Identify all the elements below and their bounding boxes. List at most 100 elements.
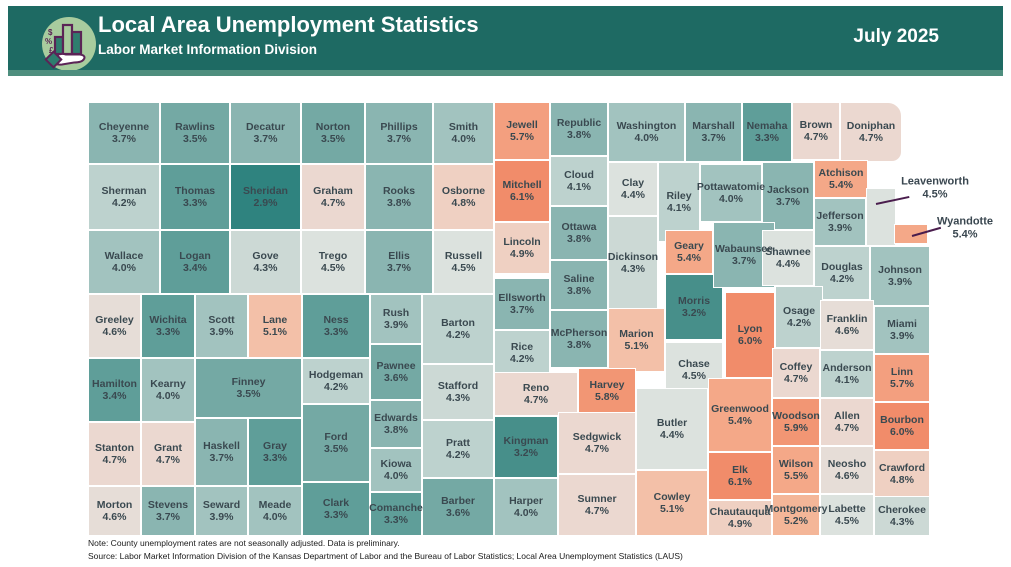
county-tile xyxy=(608,102,685,162)
county-tile xyxy=(230,164,301,230)
county-tile xyxy=(88,486,141,536)
header-bar: $ % £ xyxy=(8,6,1003,72)
county-tile xyxy=(433,230,494,294)
county-tile xyxy=(494,102,550,160)
county-tile xyxy=(302,404,370,482)
external-county-label: Leavenworth 4.5% xyxy=(901,176,969,201)
svg-text:%: % xyxy=(45,37,52,46)
county-tile xyxy=(88,358,141,422)
county-tile xyxy=(762,162,814,230)
county-tile xyxy=(725,292,775,378)
county-tile xyxy=(230,102,301,164)
labor-stats-logo-icon: $ % £ xyxy=(41,16,97,72)
county-tile xyxy=(772,494,820,536)
county-tile xyxy=(874,402,930,450)
county-tile xyxy=(874,354,930,402)
county-tile xyxy=(866,188,896,246)
source-text: Source: Labor Market Information Divisio… xyxy=(88,551,683,561)
county-tile xyxy=(365,102,433,164)
county-tile xyxy=(772,446,820,494)
county-tile xyxy=(874,306,930,354)
county-tile xyxy=(248,486,302,536)
county-tile xyxy=(792,102,840,160)
county-tile xyxy=(665,230,713,274)
county-tile xyxy=(708,378,772,452)
county-tile xyxy=(365,230,433,294)
county-tile xyxy=(814,160,868,198)
county-tile xyxy=(141,422,195,486)
county-tile xyxy=(302,358,370,404)
county-tile xyxy=(742,102,792,162)
county-tile xyxy=(772,398,820,446)
county-tile xyxy=(820,300,874,350)
county-tile xyxy=(141,358,195,422)
county-tile xyxy=(302,482,370,536)
note-text: Note: County unemployment rates are not … xyxy=(88,538,400,548)
county-tile xyxy=(494,160,550,222)
county-tile xyxy=(608,162,658,216)
county-tile xyxy=(775,286,823,348)
county-tile xyxy=(870,246,930,306)
county-tile xyxy=(494,222,550,274)
county-tile xyxy=(685,102,742,162)
county-tile xyxy=(422,420,494,478)
county-tile xyxy=(814,198,866,246)
county-tile xyxy=(700,164,762,222)
county-tile xyxy=(248,294,302,358)
county-tile xyxy=(814,246,870,300)
county-tile xyxy=(433,164,494,230)
county-tile xyxy=(558,412,636,474)
county-tile xyxy=(160,230,230,294)
county-tile xyxy=(433,102,494,164)
county-tile xyxy=(608,308,665,372)
county-tile xyxy=(370,448,422,492)
county-tile xyxy=(88,164,160,230)
county-tile xyxy=(840,102,902,162)
county-tile xyxy=(658,162,700,242)
county-tile xyxy=(422,364,494,420)
county-rate: 5.4% xyxy=(952,228,978,240)
county-tile xyxy=(874,450,930,498)
county-tile xyxy=(708,452,772,500)
county-tile xyxy=(370,294,422,344)
county-tile xyxy=(820,398,874,446)
county-tile xyxy=(550,310,608,368)
county-tile xyxy=(608,216,658,310)
county-tile xyxy=(762,230,814,286)
header-accent-strip xyxy=(8,70,1003,76)
county-tile xyxy=(820,350,874,398)
county-tile xyxy=(302,294,370,358)
county-tile xyxy=(422,294,494,364)
county-tile xyxy=(301,164,365,230)
county-tile xyxy=(708,500,772,536)
county-tile xyxy=(494,416,558,478)
county-tile xyxy=(88,102,160,164)
county-tile xyxy=(550,102,608,156)
county-name: Wyandotte xyxy=(936,215,994,228)
county-tile xyxy=(370,344,422,400)
county-tile xyxy=(88,230,160,294)
county-tile xyxy=(195,358,302,418)
county-tile xyxy=(494,478,558,536)
svg-text:$: $ xyxy=(48,28,53,37)
county-tile xyxy=(820,494,874,536)
county-rate: 4.5% xyxy=(922,188,948,200)
county-tile xyxy=(370,492,422,536)
county-tile xyxy=(820,446,874,494)
svg-text:£: £ xyxy=(49,46,54,55)
county-tile xyxy=(494,330,550,376)
county-tile xyxy=(494,278,550,330)
county-tile xyxy=(874,496,930,536)
county-tile xyxy=(195,418,248,486)
county-tile xyxy=(141,294,195,358)
county-tile xyxy=(195,486,248,536)
county-tile xyxy=(301,230,365,294)
county-tile xyxy=(141,486,195,536)
county-tile xyxy=(772,348,820,398)
county-tile xyxy=(636,470,708,536)
county-tile xyxy=(195,294,248,358)
page-subtitle: Labor Market Information Division xyxy=(98,42,318,57)
county-tile xyxy=(88,422,141,486)
